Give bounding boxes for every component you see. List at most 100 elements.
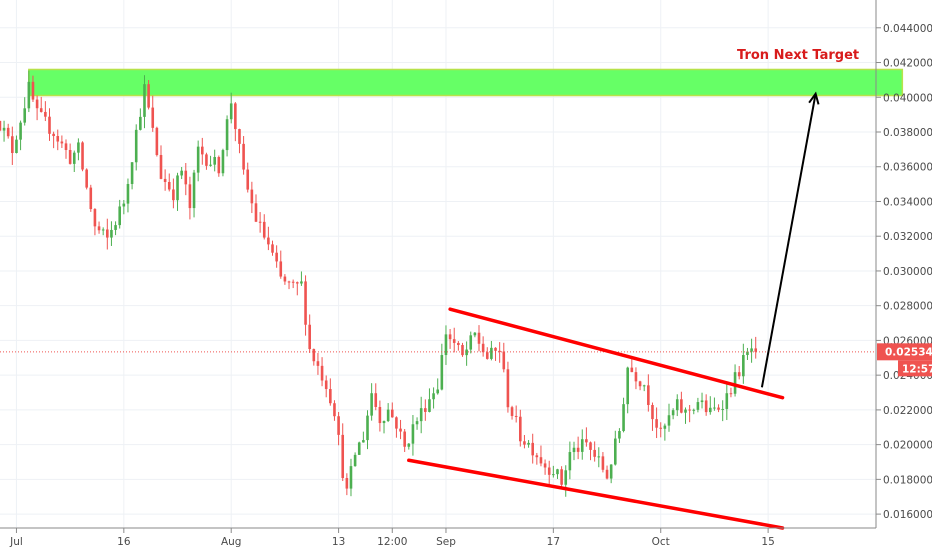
candle-body [333,403,336,417]
candle-body [494,347,497,351]
candle-body [316,361,320,366]
candle-body [304,281,307,325]
candle-body [432,393,435,400]
candle-body [163,178,167,182]
candle-body [601,456,605,470]
candle-body [502,351,506,370]
candle-body [667,415,671,426]
candle-body [254,203,258,222]
candle-body [81,142,84,170]
candle-body [737,372,741,377]
candle-body [2,127,6,131]
candle-body [89,187,93,210]
candle-body [295,282,299,284]
candle-body [225,119,229,151]
y-tick-label: 0.020000 [883,440,932,452]
candle-body [622,404,625,432]
candle-body [539,457,543,464]
trendline-lower-channel[interactable] [407,458,785,530]
candle-body [568,452,572,471]
candle-body [64,143,68,150]
candle-body [271,244,274,253]
candle-body [337,416,340,435]
candle-body [675,399,679,411]
candle-body [60,141,64,144]
y-tick-label: 0.036000 [883,162,932,174]
target-zone [28,68,904,97]
candle-body [708,407,712,413]
candle-body [324,380,328,390]
time-axis[interactable]: Jul 16 Aug 13 12:00 Sep 17 Oct 15 [9,528,775,548]
target-arrow-head [808,91,820,105]
candle-body [395,417,398,429]
x-tick-label: Jul [9,536,23,548]
y-tick-label: 0.016000 [883,509,932,521]
candle-body [618,431,621,439]
last-price-label: 0.025344 12:57 [877,343,932,377]
candle-body [283,276,287,282]
candle-body [713,407,716,409]
candle-body [403,431,406,447]
candle-body [746,351,749,356]
candle-body [514,415,518,417]
candle-body [122,203,126,207]
candle-body [465,349,468,356]
candle-body [155,127,159,156]
trendlines [407,307,785,530]
candle-body [72,152,76,164]
candle-body [452,339,456,343]
candle-body [386,409,390,422]
candle-body [580,439,584,452]
price-axis[interactable]: 0.044000 0.042000 0.040000 0.038000 0.036000… [876,23,932,521]
candle-body [201,146,204,155]
candle-body [188,184,192,209]
candle-body [31,81,35,100]
y-tick-label: 0.040000 [883,92,932,104]
candle-body [353,454,357,467]
candle-body [547,467,551,475]
x-tick-label: 15 [761,536,774,548]
candle-body [543,463,547,468]
candle-body [655,419,658,428]
candle-body [725,393,729,409]
candle-body [684,409,687,413]
candle-body [176,175,179,201]
candle-body [320,365,324,381]
candle-body [279,261,283,277]
candle-body [585,439,588,443]
candle-body [597,456,601,458]
candle-body [85,169,88,188]
candle-body [671,410,675,416]
candle-body [267,237,270,245]
candle-body [147,84,150,108]
candle-body [11,136,14,154]
candle-body [229,103,233,120]
candle-body [151,107,155,128]
y-tick-label: 0.044000 [883,23,932,35]
candle-body [523,441,526,445]
candle-body [44,111,47,117]
candle-body [221,150,225,174]
candle-body [300,281,303,284]
candle-body [172,189,175,201]
candle-body [118,206,121,226]
candle-body [696,402,700,410]
candle-body [101,229,105,231]
candle-body [589,442,592,450]
trendline-upper-channel[interactable] [448,307,785,400]
candle-body [704,400,708,413]
x-tick-label: Sep [436,536,456,548]
candle-body [382,421,386,424]
candle-body [213,157,216,165]
candle-body [209,164,212,166]
candle-body [626,367,629,405]
y-tick-label: 0.032000 [883,231,932,243]
candle-body [680,399,683,413]
candle-body [630,367,634,373]
x-tick-label: 17 [547,536,560,548]
candle-body [68,149,72,164]
candle-body [399,428,402,432]
candle-body [139,116,142,130]
candle-body [688,409,691,411]
